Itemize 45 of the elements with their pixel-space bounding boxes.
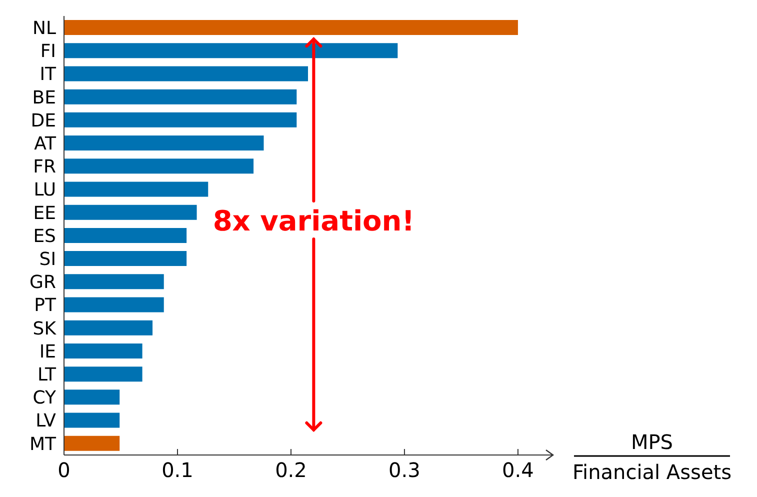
- y-tick-label: NL: [32, 18, 56, 39]
- y-tick-label: LU: [34, 180, 56, 201]
- bar: [64, 43, 398, 58]
- y-tick-label: ES: [33, 226, 56, 247]
- y-tick-label: DE: [30, 110, 56, 132]
- y-tick-label: LV: [36, 410, 57, 432]
- bar: [64, 251, 187, 266]
- y-tick-label: AT: [34, 133, 57, 154]
- x-tick-label: 0: [58, 458, 70, 482]
- annotation: 8x variation!: [212, 204, 415, 238]
- bar: [64, 412, 120, 428]
- x-tick-label: 0.1: [162, 458, 194, 482]
- y-tick-label: EE: [33, 202, 56, 224]
- y-tick-label: IT: [40, 64, 57, 86]
- x-tick-label: 0.3: [388, 458, 420, 482]
- bar: [64, 182, 208, 197]
- y-tick-label: LT: [37, 364, 58, 386]
- bar: [64, 66, 308, 82]
- y-tick-label: GR: [30, 272, 56, 294]
- bar: [64, 297, 164, 312]
- bar: [64, 320, 153, 336]
- y-tick-label: FR: [33, 156, 56, 178]
- x-axis-title: MPS Financial Assets: [572, 430, 732, 484]
- bar: [64, 274, 164, 290]
- bar: [64, 343, 142, 358]
- bar: [64, 390, 120, 405]
- y-tick-label: MT: [29, 434, 57, 455]
- bar: [64, 366, 142, 382]
- bar: [64, 89, 297, 104]
- bar: [64, 436, 120, 451]
- bar: [64, 158, 254, 174]
- y-tick-label: PT: [34, 295, 57, 316]
- y-tick-label: SI: [39, 248, 56, 270]
- bar: [64, 20, 518, 35]
- y-tick-label: SK: [32, 318, 58, 340]
- bar: [64, 112, 297, 128]
- y-tick-label: CY: [32, 388, 57, 409]
- bar: [64, 136, 264, 151]
- y-tick-label: IE: [39, 341, 56, 362]
- bar: [64, 204, 197, 220]
- x-tick-label: 0.4: [502, 458, 534, 482]
- x-tick-label: 0.2: [275, 458, 307, 482]
- y-tick-label: FI: [40, 41, 56, 62]
- bar: [64, 228, 187, 243]
- y-tick-label: BE: [32, 87, 56, 108]
